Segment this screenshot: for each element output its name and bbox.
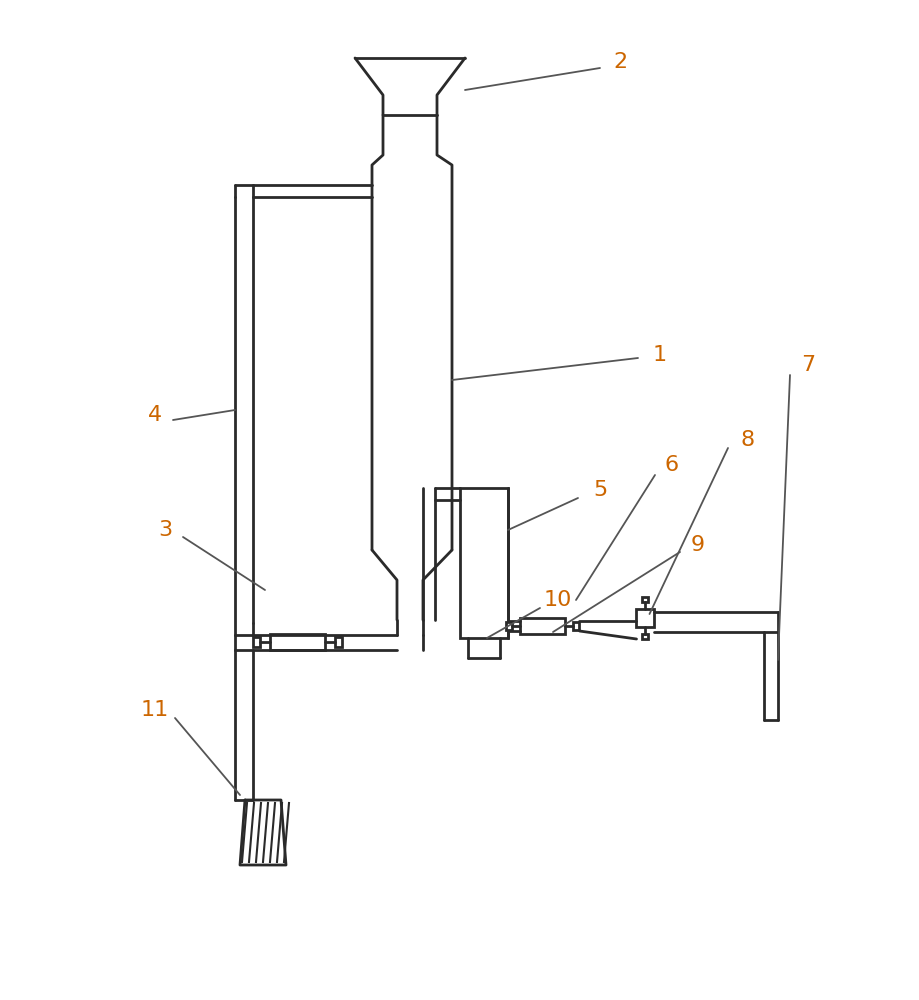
Bar: [636, 609, 653, 627]
Text: 5: 5: [592, 480, 607, 500]
Bar: [460, 488, 507, 638]
Text: 2: 2: [612, 52, 627, 72]
Text: 9: 9: [690, 535, 704, 555]
Text: 6: 6: [664, 455, 678, 475]
Text: 4: 4: [148, 405, 162, 425]
Bar: [641, 634, 648, 639]
Text: 11: 11: [141, 700, 169, 720]
Text: 7: 7: [800, 355, 814, 375]
Bar: [506, 622, 512, 630]
Bar: [270, 634, 325, 650]
Text: 3: 3: [158, 520, 172, 540]
Text: 10: 10: [543, 590, 572, 610]
Text: 8: 8: [740, 430, 754, 450]
Bar: [641, 597, 648, 602]
Bar: [254, 637, 260, 647]
Bar: [335, 637, 342, 647]
Bar: [573, 622, 579, 630]
Bar: [520, 618, 565, 634]
Text: 1: 1: [652, 345, 666, 365]
